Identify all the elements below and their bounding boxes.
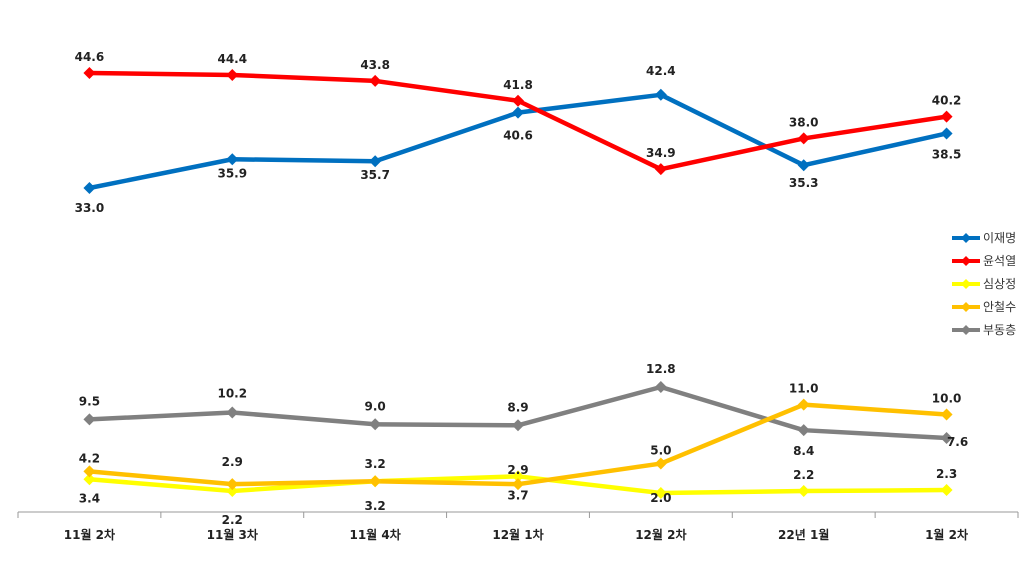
data-point-marker — [940, 408, 953, 421]
data-point-marker — [797, 132, 810, 145]
data-label: 44.4 — [217, 52, 247, 66]
x-tick-label: 1월 2차 — [925, 527, 968, 542]
data-point-marker — [369, 475, 382, 488]
x-tick-label: 11월 2차 — [64, 527, 115, 542]
x-tick-label: 11월 4차 — [349, 527, 400, 542]
x-tick-label: 11월 3차 — [207, 527, 258, 542]
data-point-marker — [512, 419, 524, 432]
data-point-marker — [226, 406, 239, 419]
data-point-marker — [369, 155, 382, 168]
data-label: 8.9 — [507, 400, 528, 414]
legend-entry: 심상정 — [952, 277, 1016, 291]
data-label: 33.0 — [75, 201, 105, 215]
data-label: 3.4 — [79, 491, 100, 505]
data-label: 5.0 — [650, 444, 671, 458]
data-label: 3.7 — [507, 488, 528, 502]
data-label: 35.9 — [217, 166, 247, 180]
data-label: 12.8 — [646, 362, 676, 376]
legend-label: 심상정 — [983, 277, 1016, 291]
data-point-marker — [83, 473, 96, 486]
data-label: 11.0 — [789, 382, 819, 396]
x-tick-label: 22년 1월 — [778, 527, 829, 542]
data-point-marker — [654, 163, 667, 176]
data-point-marker — [83, 67, 96, 79]
data-point-marker — [940, 127, 953, 140]
data-label: 43.8 — [360, 58, 390, 72]
data-point-marker — [654, 88, 667, 101]
data-point-marker — [512, 470, 524, 483]
data-point-marker — [83, 465, 96, 478]
data-label: 2.2 — [793, 468, 814, 482]
x-axis: 11월 2차 11월 3차 11월 4차 12월 1차 12월 2차 22년 1월 1월 2… — [17, 511, 1019, 542]
data-label: 3.2 — [365, 457, 386, 471]
data-point-marker — [226, 478, 239, 491]
data-point-marker — [797, 398, 810, 411]
legend-entry: 윤석열 — [952, 254, 1016, 268]
legend-label: 윤석열 — [983, 254, 1016, 268]
data-label: 38.5 — [932, 147, 962, 161]
legend-marker — [961, 256, 971, 266]
data-label: 35.3 — [789, 176, 819, 190]
data-point-marker — [940, 484, 953, 497]
data-point-marker — [226, 153, 239, 166]
data-label: 34.9 — [646, 146, 676, 160]
x-tick-label: 12월 1차 — [492, 527, 543, 542]
data-label: 41.8 — [503, 78, 533, 92]
legend-entry: 안철수 — [952, 300, 1016, 314]
data-point-marker — [512, 94, 524, 107]
data-point-marker — [797, 159, 810, 172]
data-label: 7.6 — [947, 435, 968, 449]
data-label: 2.0 — [650, 491, 671, 505]
series-markers — [83, 67, 953, 499]
data-labels: 33.0 35.9 35.7 40.6 42.4 35.3 38.5 44.6 44.4 43.8… — [75, 50, 969, 527]
data-point-marker — [369, 418, 382, 431]
data-label: 42.4 — [646, 64, 676, 78]
data-label: 2.9 — [222, 455, 243, 469]
data-label: 10.2 — [217, 387, 247, 401]
data-label: 10.0 — [932, 391, 962, 405]
data-label: 9.0 — [365, 399, 386, 413]
data-label: 38.0 — [789, 115, 819, 129]
data-label: 4.2 — [79, 451, 100, 465]
data-label: 35.7 — [360, 168, 390, 182]
data-label: 9.5 — [79, 394, 100, 408]
data-label: 40.6 — [503, 129, 533, 143]
data-label: 2.3 — [936, 467, 957, 481]
data-label: 2.9 — [507, 463, 528, 477]
legend-entry: 이재명 — [952, 231, 1016, 245]
data-point-marker — [654, 381, 667, 393]
data-point-marker — [83, 413, 96, 426]
data-label: 2.2 — [222, 513, 243, 527]
data-point-marker — [369, 74, 382, 87]
legend-marker — [961, 279, 971, 289]
data-point-marker — [512, 478, 524, 491]
data-label: 44.6 — [75, 50, 105, 64]
legend-marker — [961, 302, 971, 312]
x-tick-label: 12월 2차 — [635, 527, 686, 542]
data-point-marker — [797, 485, 810, 498]
data-label: 3.2 — [365, 499, 386, 513]
data-point-marker — [654, 487, 667, 499]
data-label: 40.2 — [932, 94, 962, 108]
legend-entry: 부동층 — [952, 323, 1016, 337]
legend-label: 이재명 — [983, 231, 1016, 245]
data-point-marker — [226, 68, 239, 81]
data-point-marker — [83, 182, 96, 194]
legend-marker — [961, 325, 971, 335]
data-point-marker — [226, 485, 239, 498]
data-point-marker — [654, 457, 667, 470]
legend-label: 안철수 — [983, 300, 1016, 314]
data-label: 8.4 — [793, 444, 814, 458]
data-point-marker — [797, 424, 810, 437]
data-point-marker — [940, 110, 953, 123]
data-point-marker — [512, 106, 524, 119]
data-point-marker — [940, 432, 953, 445]
legend-marker — [961, 233, 971, 243]
legend-label: 부동층 — [983, 323, 1016, 337]
